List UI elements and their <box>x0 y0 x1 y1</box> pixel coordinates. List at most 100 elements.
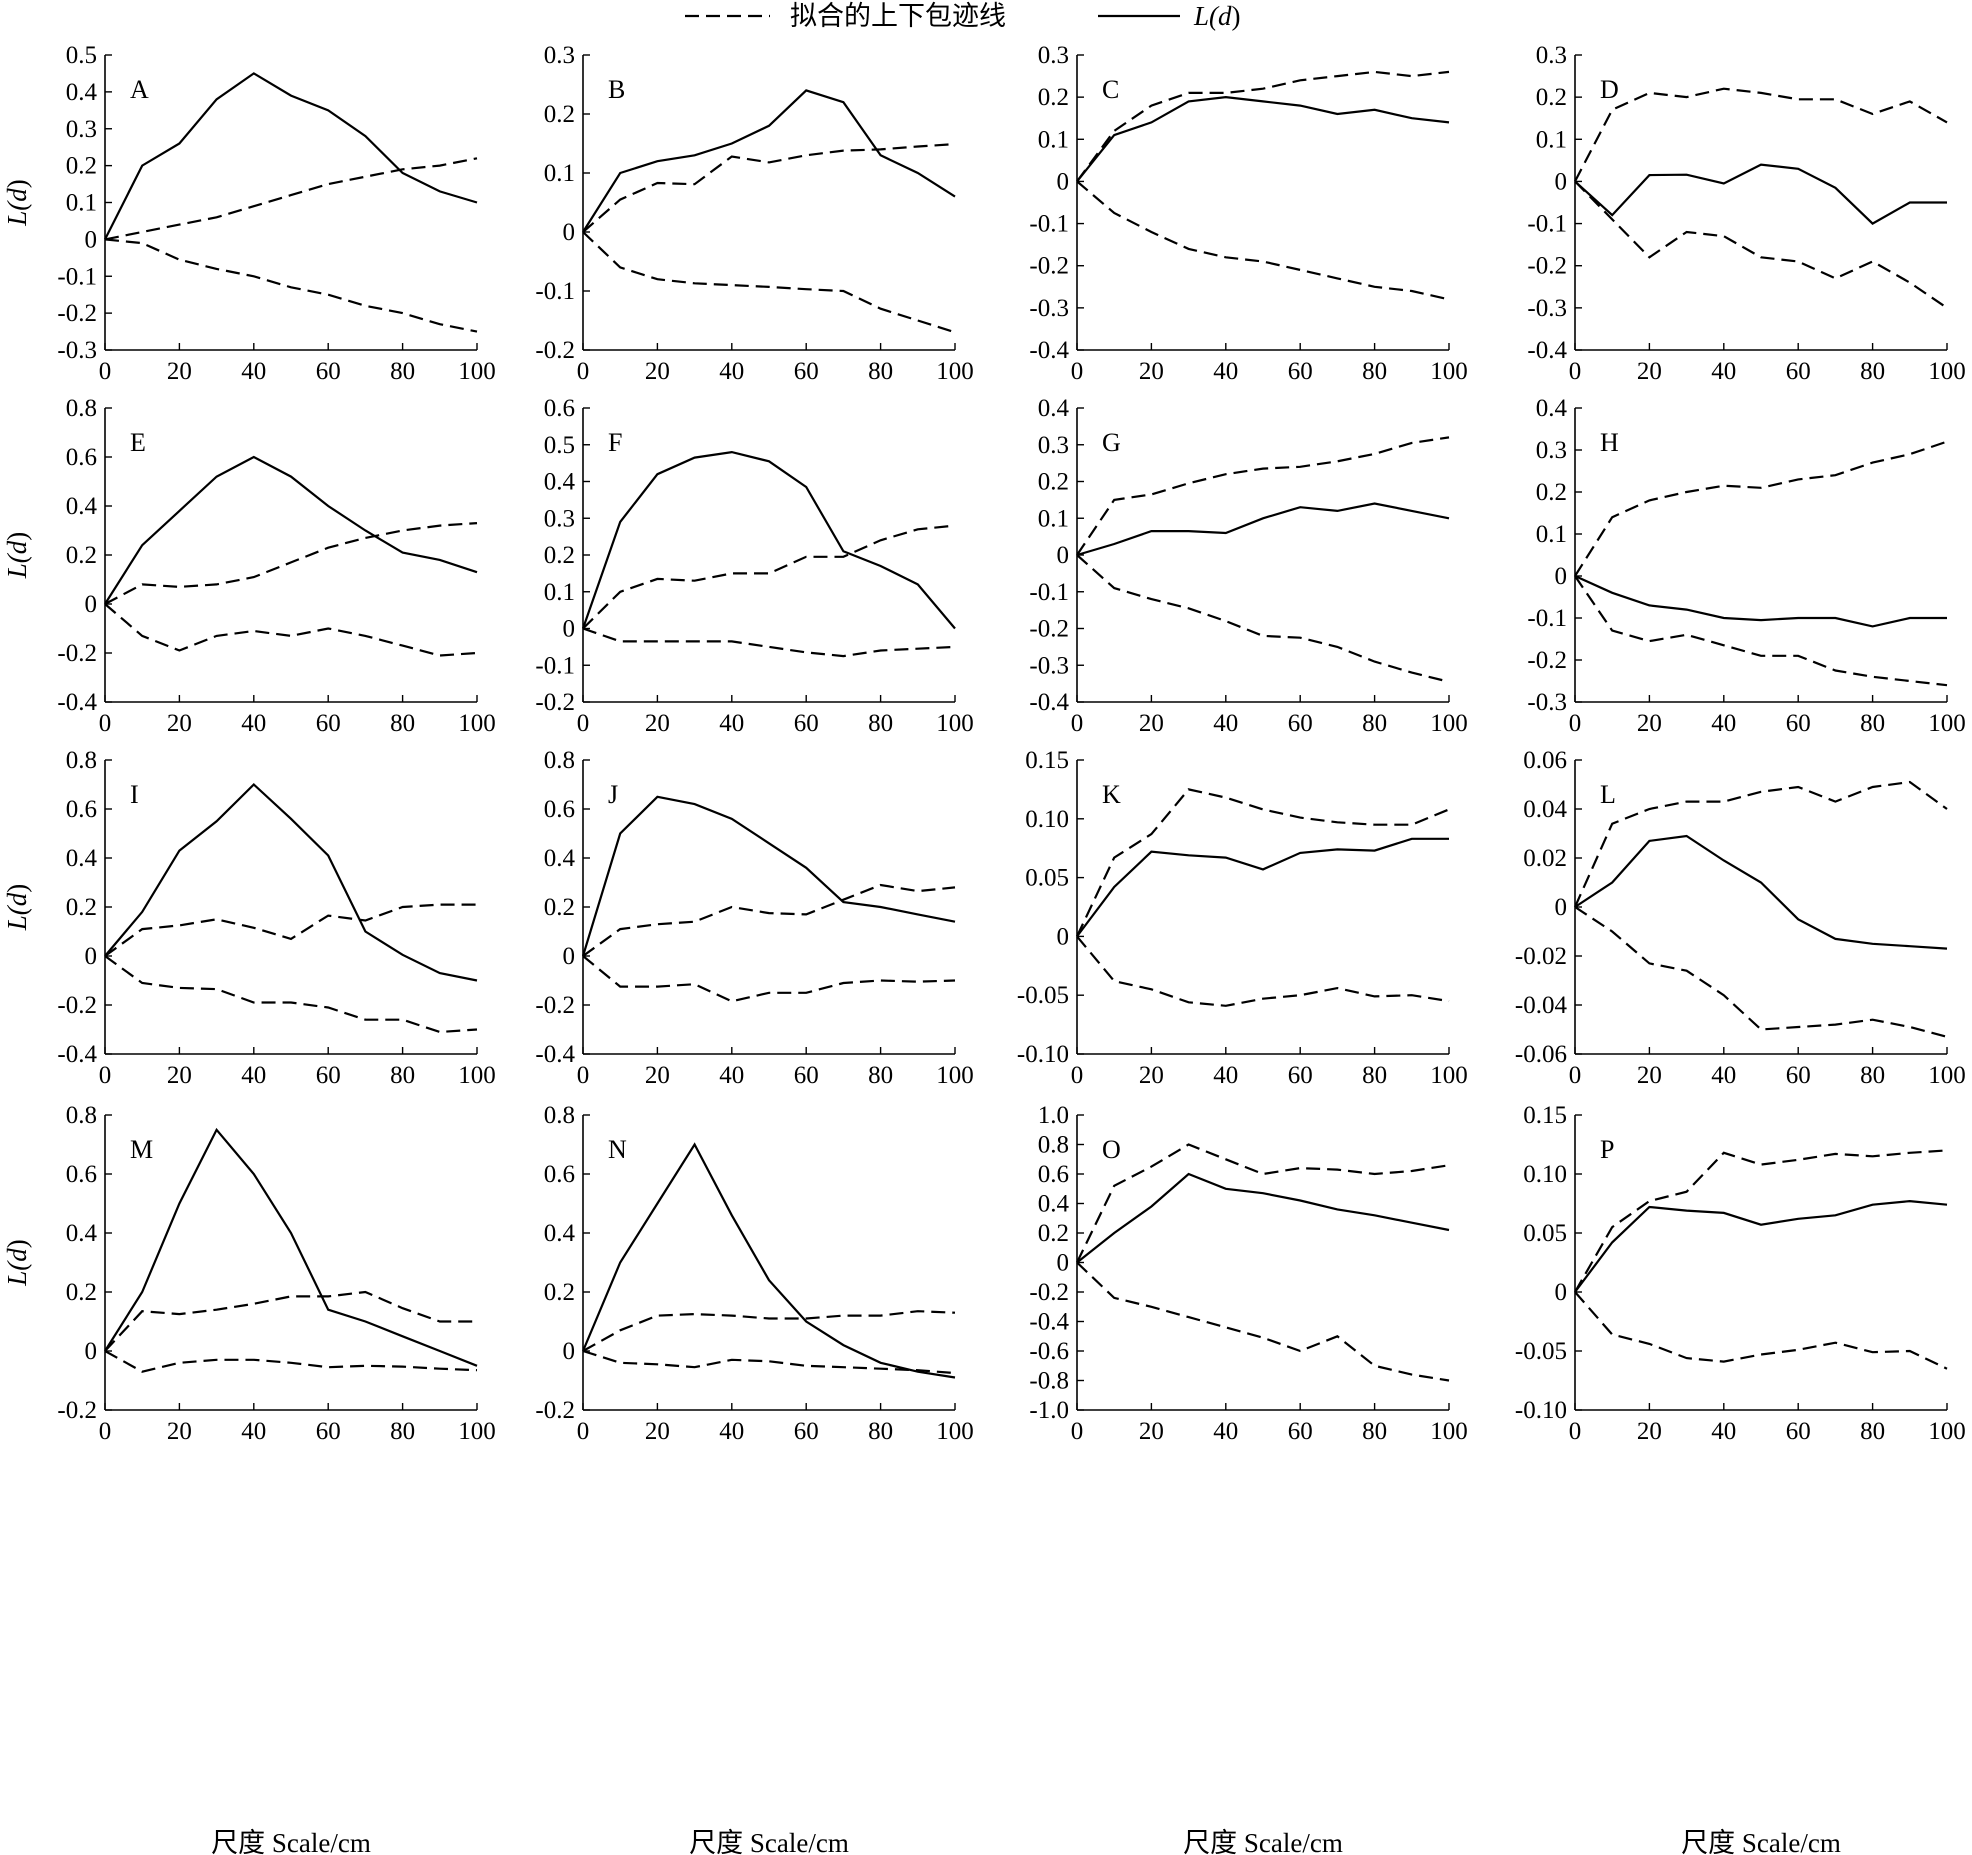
x-tick-label: 40 <box>241 710 266 737</box>
y-tick-label: 0.4 <box>544 1220 576 1247</box>
panel-J: -0.4 -0.2 0 0.2 0.4 0.6 0.8 0 20 40 60 80 100 J <box>535 747 973 1089</box>
y-axis-label: L(d) <box>2 1239 32 1287</box>
y-tick-label: 0.6 <box>544 395 575 422</box>
x-tick-label: 80 <box>390 1062 415 1089</box>
y-tick-label: 0.8 <box>544 1102 575 1129</box>
y-tick-label: 0 <box>563 1338 576 1365</box>
x-tick-label: 80 <box>390 710 415 737</box>
y-tick-label: 0.1 <box>544 579 575 606</box>
y-tick-label: 0.6 <box>66 1161 97 1188</box>
x-tick-label: 80 <box>1362 1062 1387 1089</box>
panel-label: M <box>130 1135 153 1164</box>
y-tick-label: 0.05 <box>1523 1220 1567 1247</box>
y-tick-label: 0 <box>85 1338 98 1365</box>
y-tick-label: -0.2 <box>535 337 575 364</box>
x-tick-label: 0 <box>577 358 590 385</box>
series-upper-line <box>582 524 956 630</box>
y-tick-label: -0.4 <box>535 1041 575 1068</box>
panel-label: C <box>1102 75 1119 104</box>
x-tick-label: 100 <box>1928 358 1966 385</box>
x-tick-label: 60 <box>794 358 819 385</box>
y-tick-label: -0.3 <box>1029 295 1069 322</box>
series-ld-line <box>1574 1199 1948 1293</box>
y-tick-label: 0.15 <box>1025 747 1069 774</box>
y-tick-label: 0.10 <box>1523 1161 1567 1188</box>
x-tick-label: 0 <box>577 1062 590 1089</box>
series-ld-line <box>1076 1172 1450 1264</box>
x-tick-label: 40 <box>1711 358 1736 385</box>
y-tick-label: 0 <box>1057 923 1070 950</box>
series-ld-line <box>1574 574 1947 628</box>
x-tick-label: 20 <box>1637 358 1662 385</box>
y-tick-label: -0.2 <box>57 640 97 667</box>
x-tick-label: 60 <box>1786 1418 1811 1445</box>
y-tick-label: 0.2 <box>66 542 97 569</box>
y-tick-label: 0.2 <box>1536 479 1567 506</box>
y-tick-label: 0.6 <box>1038 1161 1069 1188</box>
y-tick-label: -0.06 <box>1515 1041 1567 1068</box>
y-tick-label: 0.2 <box>1536 84 1567 111</box>
y-tick-label: 0.10 <box>1025 806 1069 833</box>
y-tick-label: -0.2 <box>1029 253 1069 280</box>
y-tick-label: 0.2 <box>544 1279 575 1306</box>
series-lower-line <box>1076 554 1450 683</box>
x-tick-label: 80 <box>1860 1062 1885 1089</box>
y-tick-label: 0.5 <box>66 42 97 69</box>
y-tick-label: 0.1 <box>1038 505 1069 532</box>
series-upper-line <box>1076 1143 1450 1263</box>
y-tick-label: -0.2 <box>1527 253 1567 280</box>
y-axis-label: L(d) <box>2 179 32 227</box>
series-upper-line <box>1574 87 1948 182</box>
x-tick-label: 0 <box>1569 710 1582 737</box>
panel-label: K <box>1102 780 1121 809</box>
x-tick-label: 100 <box>1928 1418 1966 1445</box>
panel-E: -0.4 -0.2 0 0.2 0.4 0.6 0.8 0 20 40 60 80 100 E L(d) <box>2 395 496 737</box>
y-tick-label: 0.8 <box>1038 1132 1069 1159</box>
x-tick-label: 40 <box>1213 710 1238 737</box>
x-tick-label: 60 <box>1786 358 1811 385</box>
series-lower-line <box>1574 1291 1948 1370</box>
x-tick-label: 40 <box>1711 710 1736 737</box>
series-ld-line <box>1574 834 1948 950</box>
series-lower-line <box>1574 575 1948 687</box>
series-lower-line <box>1574 180 1948 309</box>
x-tick-label: 40 <box>1213 1062 1238 1089</box>
y-tick-label: -0.10 <box>1515 1397 1567 1424</box>
series-lower-line <box>1076 180 1450 301</box>
y-tick-label: 0.3 <box>1536 42 1567 69</box>
y-tick-label: -0.05 <box>1017 982 1069 1009</box>
x-tick-label: 20 <box>1139 710 1164 737</box>
x-tick-label: 100 <box>1430 710 1468 737</box>
panel-label: E <box>130 428 146 457</box>
x-tick-label: 80 <box>1860 710 1885 737</box>
y-tick-label: 1.0 <box>1038 1102 1069 1129</box>
y-tick-label: -0.4 <box>1029 337 1069 364</box>
y-tick-label: 0.15 <box>1523 1102 1567 1129</box>
series-lower-line <box>582 231 956 334</box>
y-tick-label: -0.3 <box>1527 689 1567 716</box>
series-lower-line <box>1574 906 1948 1038</box>
series-upper-line <box>104 157 478 241</box>
y-tick-label: -0.2 <box>1029 616 1069 643</box>
x-tick-label: 80 <box>390 358 415 385</box>
y-tick-label: 0 <box>1057 1250 1070 1277</box>
x-tick-label: 80 <box>1362 358 1387 385</box>
y-tick-label: 0 <box>563 616 576 643</box>
x-tick-label: 0 <box>1569 1062 1582 1089</box>
y-tick-label: 0.6 <box>66 444 97 471</box>
x-tick-label: 80 <box>868 1418 893 1445</box>
x-tick-label: 60 <box>1786 710 1811 737</box>
x-axis-label: 尺度 Scale/cm <box>689 1828 849 1855</box>
series-ld-line <box>104 455 478 605</box>
series-upper-line <box>1076 436 1450 556</box>
series-lower-line <box>1076 1261 1450 1382</box>
y-tick-label: -0.2 <box>535 689 575 716</box>
y-tick-label: -0.2 <box>57 992 97 1019</box>
y-axis-label: L(d) <box>2 884 32 932</box>
x-tick-label: 60 <box>794 710 819 737</box>
x-tick-label: 60 <box>1288 710 1313 737</box>
x-tick-label: 100 <box>936 358 974 385</box>
y-tick-label: 0.2 <box>544 101 575 128</box>
x-tick-label: 40 <box>719 1418 744 1445</box>
